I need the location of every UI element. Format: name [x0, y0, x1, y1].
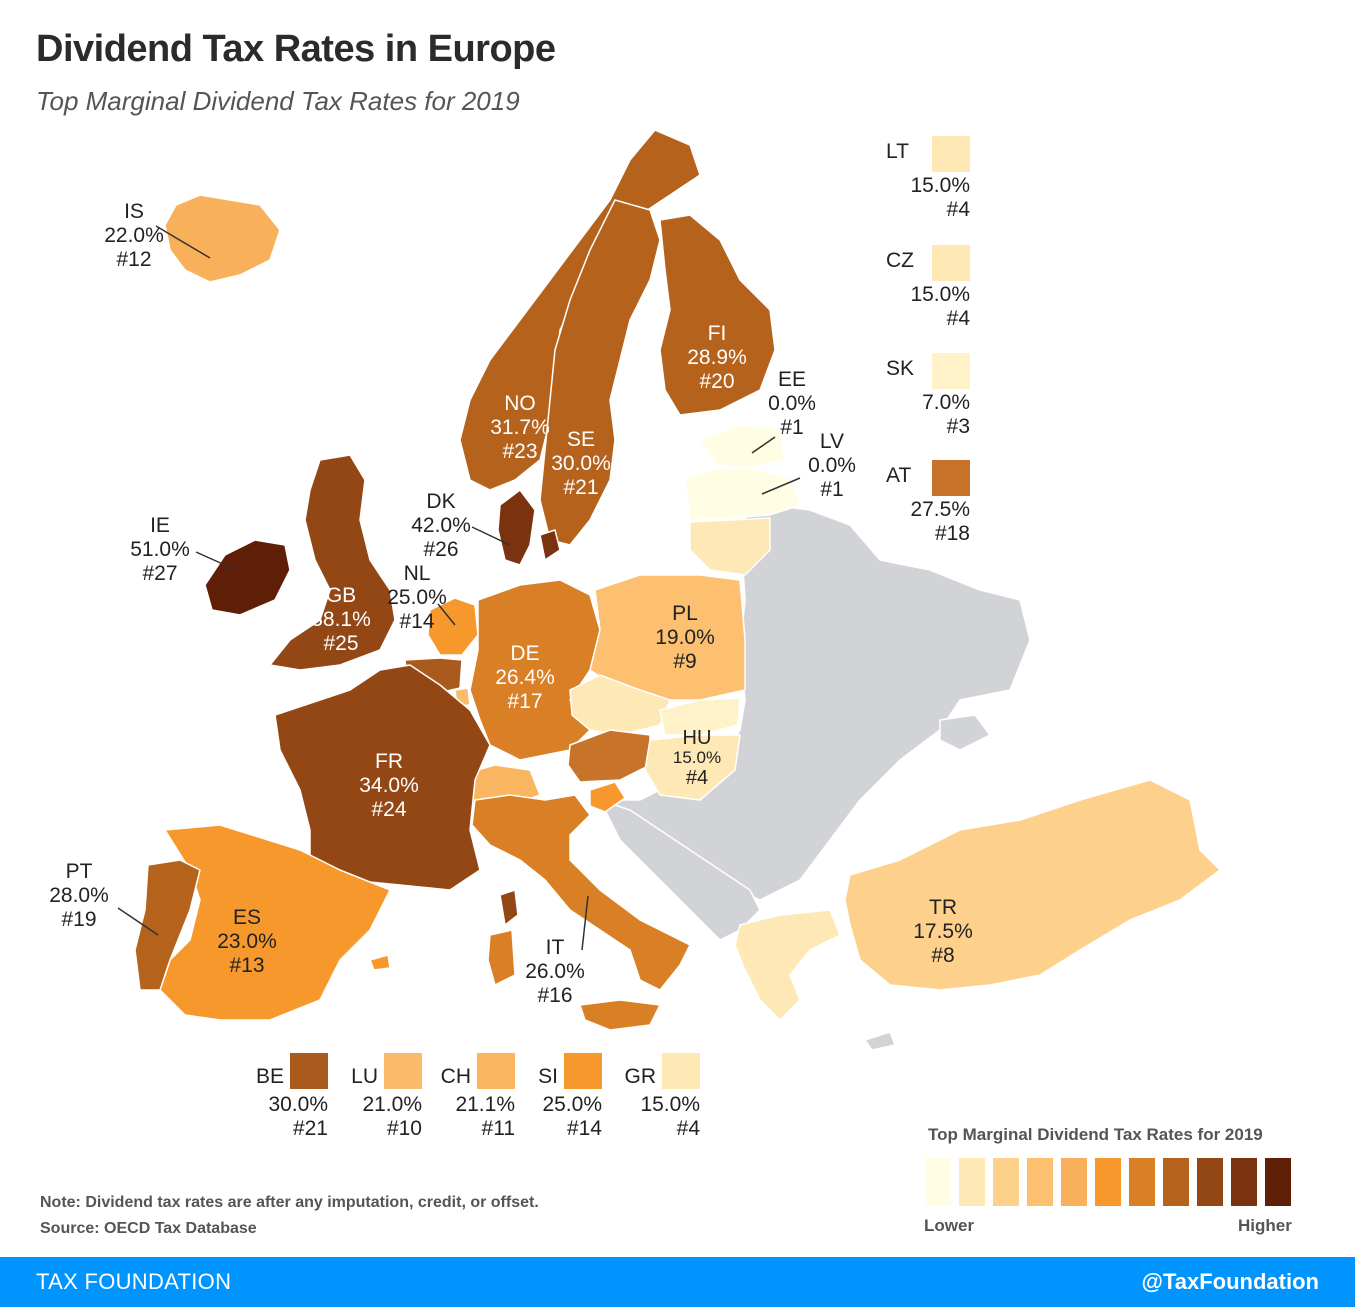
country-france-corsica	[499, 889, 519, 926]
label-fr: FR 34.0% #24	[359, 750, 419, 821]
label-is: IS 22.0% #12	[104, 200, 164, 271]
swatch-ch	[477, 1053, 515, 1089]
region-cyprus	[864, 1031, 896, 1051]
label-se: SE 30.0% #21	[551, 428, 611, 499]
leader-ee	[751, 436, 776, 454]
scale-swatch	[1163, 1158, 1189, 1206]
country-italy-sicily	[579, 999, 661, 1031]
footer-handle[interactable]: @TaxFoundation	[1141, 1269, 1319, 1294]
country-czechia	[569, 674, 671, 736]
swatch-sk	[932, 353, 970, 389]
page-title: Dividend Tax Rates in Europe	[36, 28, 556, 70]
label-it: IT 26.0% #16	[525, 936, 585, 1007]
country-italy	[471, 794, 691, 991]
country-austria	[567, 729, 651, 783]
scale-swatch	[993, 1158, 1019, 1206]
scale-swatch	[1265, 1158, 1291, 1206]
scale-swatch	[1027, 1158, 1053, 1206]
country-lithuania	[689, 517, 771, 576]
country-slovakia	[659, 697, 741, 736]
scale-legend-low: Lower	[924, 1216, 975, 1235]
side-legend-cz: CZ 15.0% #4	[886, 245, 970, 335]
country-denmark-islands	[539, 529, 561, 561]
label-tr: TR 17.5% #8	[913, 896, 973, 967]
country-great-britain	[269, 454, 396, 671]
page-subtitle: Top Marginal Dividend Tax Rates for 2019	[36, 86, 520, 116]
country-finland	[659, 214, 776, 416]
label-pl: PL 19.0% #9	[655, 602, 715, 673]
leader-it	[581, 895, 589, 951]
side-legend-sk: SK 7.0% #3	[886, 353, 970, 443]
scale-legend-high: Higher	[1238, 1216, 1292, 1235]
country-portugal	[134, 859, 201, 991]
scale-swatch	[1061, 1158, 1087, 1206]
scale-swatch	[1197, 1158, 1223, 1206]
swatch-lt	[932, 136, 970, 172]
label-hu: HU 15.0% #4	[672, 727, 722, 789]
country-poland	[589, 574, 746, 701]
europe-map	[117, 129, 1221, 1051]
scale-swatch	[1129, 1158, 1155, 1206]
country-ireland	[204, 539, 291, 616]
country-spain-islands	[369, 954, 391, 971]
swatch-cz	[932, 245, 970, 281]
country-netherlands	[427, 597, 479, 656]
label-gb: GB 38.1% #25	[311, 584, 371, 655]
footer-brand: TAX FOUNDATION	[36, 1269, 232, 1294]
country-iceland	[164, 194, 281, 283]
swatch-si	[564, 1053, 602, 1089]
label-es: ES 23.0% #13	[217, 906, 277, 977]
country-denmark	[497, 489, 536, 566]
swatch-at	[932, 460, 970, 496]
bottom-legend-si: SI 25.0% #14	[492, 1053, 602, 1143]
bottom-legend-be: BE 30.0% #21	[218, 1053, 328, 1143]
scale-swatch	[1095, 1158, 1121, 1206]
scale-legend-title: Top Marginal Dividend Tax Rates for 2019	[928, 1125, 1263, 1144]
country-spain	[159, 824, 391, 1021]
leader-ie	[195, 551, 237, 571]
source-text: Source: OECD Tax Database	[40, 1220, 257, 1237]
country-italy-sardinia	[487, 929, 516, 986]
swatch-be	[290, 1053, 328, 1089]
label-pt: PT 28.0% #19	[49, 860, 109, 931]
notes: Note: Dividend tax rates are after any i…	[40, 1190, 539, 1242]
footer-bar: TAX FOUNDATION @TaxFoundation	[0, 1257, 1355, 1307]
swatch-lu	[384, 1053, 422, 1089]
label-dk: DK 42.0% #26	[411, 490, 471, 561]
country-greece	[734, 909, 841, 1021]
country-france	[274, 664, 491, 891]
leader-is	[155, 225, 211, 259]
scale-swatch	[959, 1158, 985, 1206]
scale-swatch	[1231, 1158, 1257, 1206]
label-fi: FI 28.9% #20	[687, 322, 747, 393]
label-ee: EE 0.0% #1	[768, 368, 816, 439]
label-de: DE 26.4% #17	[495, 642, 555, 713]
country-latvia	[684, 467, 801, 521]
side-legend-at: AT 27.5% #18	[886, 460, 970, 550]
label-nl: NL 25.0% #14	[387, 562, 447, 633]
scale-swatch	[925, 1158, 951, 1206]
country-sweden	[539, 199, 661, 546]
label-lv: LV 0.0% #1	[808, 430, 856, 501]
bottom-legend-gr: GR 15.0% #4	[590, 1053, 700, 1143]
country-turkey	[844, 779, 1221, 991]
leader-pt	[117, 907, 159, 936]
swatch-gr	[662, 1053, 700, 1089]
leader-nl	[437, 603, 456, 626]
bottom-legend-ch: CH 21.1% #11	[405, 1053, 515, 1143]
label-ie: IE 51.0% #27	[130, 514, 190, 585]
side-legend-lt: LT 15.0% #4	[886, 136, 970, 226]
country-norway	[459, 129, 701, 491]
region-crimea	[939, 714, 991, 751]
label-no: NO 31.7% #23	[490, 392, 550, 463]
bottom-legend-lu: LU 21.0% #10	[312, 1053, 422, 1143]
country-estonia	[699, 424, 786, 469]
note-text: Note: Dividend tax rates are after any i…	[40, 1194, 539, 1211]
leader-dk	[471, 526, 511, 546]
country-slovenia	[589, 781, 626, 813]
leader-lv	[761, 477, 801, 495]
country-hungary	[644, 734, 741, 801]
